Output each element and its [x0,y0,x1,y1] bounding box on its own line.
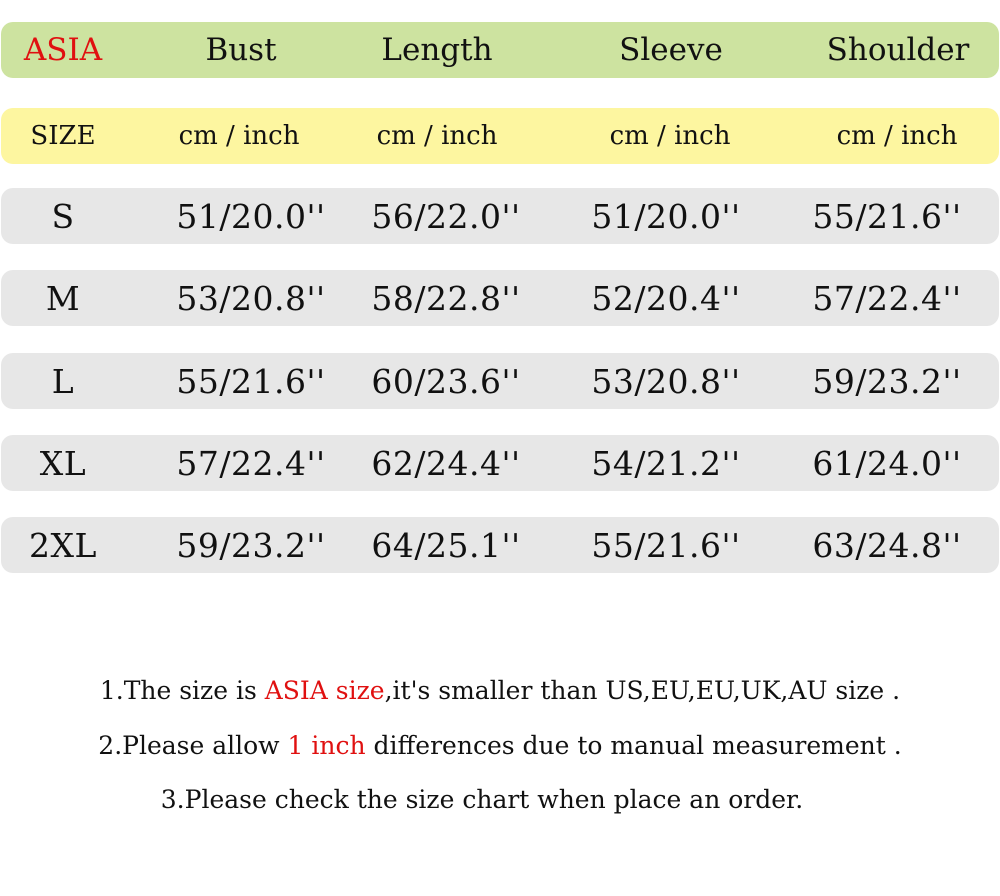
note-highlight: ASIA size [264,676,385,705]
value-cell: 54/21.2'' [591,443,741,483]
value-cell: 61/24.0'' [812,443,962,483]
unit-label: cm / inch [836,121,958,151]
value-cell: 55/21.6'' [176,361,326,401]
region-label: ASIA [23,32,103,68]
value-cell: 53/20.8'' [176,278,326,318]
column-sleeve: Sleeve [619,32,723,68]
units-row: SIZE cm / inch cm / inch cm / inch cm / … [1,108,999,164]
unit-label: cm / inch [609,121,731,151]
header-row: ASIA Bust Length Sleeve Shoulder [1,22,999,78]
note-text: 2.Please allow [98,731,288,760]
column-bust: Bust [205,32,277,68]
size-cell: M [45,278,81,318]
note-text: differences due to manual measurement . [365,731,902,760]
unit-label: cm / inch [376,121,498,151]
note-text: 3.Please check the size chart when place… [160,785,804,814]
value-cell: 52/20.4'' [591,278,741,318]
column-shoulder: Shoulder [826,32,970,68]
note-text: ,it's smaller than US,EU,EU,UK,AU size . [384,676,901,705]
value-cell: 63/24.8'' [812,525,962,565]
table-row: S 51/20.0'' 56/22.0'' 51/20.0'' 55/21.6'' [1,188,999,244]
value-cell: 51/20.0'' [591,196,741,236]
note-text: 1.The size is [99,676,265,705]
value-cell: 58/22.8'' [371,278,521,318]
note-highlight: 1 inch [287,731,366,760]
table-row: L 55/21.6'' 60/23.6'' 53/20.8'' 59/23.2'' [1,353,999,409]
size-cell: L [51,361,75,401]
value-cell: 59/23.2'' [176,525,326,565]
table-row: 2XL 59/23.2'' 64/25.1'' 55/21.6'' 63/24.8'' [1,517,999,573]
value-cell: 51/20.0'' [176,196,326,236]
note-line: 3.Please check the size chart when place… [0,785,982,814]
table-row: XL 57/22.4'' 62/24.4'' 54/21.2'' 61/24.0'' [1,435,999,491]
value-cell: 62/24.4'' [371,443,521,483]
note-line: 2.Please allow 1 inch differences due to… [0,731,1000,760]
size-cell: XL [39,443,87,483]
size-cell: S [51,196,75,236]
size-cell: 2XL [29,525,97,565]
value-cell: 55/21.6'' [812,196,962,236]
value-cell: 59/23.2'' [812,361,962,401]
column-length: Length [381,32,493,68]
value-cell: 56/22.0'' [371,196,521,236]
value-cell: 57/22.4'' [176,443,326,483]
value-cell: 64/25.1'' [371,525,521,565]
note-line: 1.The size is ASIA size,it's smaller tha… [0,676,1000,705]
value-cell: 53/20.8'' [591,361,741,401]
unit-label: cm / inch [178,121,300,151]
table-row: M 53/20.8'' 58/22.8'' 52/20.4'' 57/22.4'' [1,270,999,326]
value-cell: 55/21.6'' [591,525,741,565]
value-cell: 60/23.6'' [371,361,521,401]
value-cell: 57/22.4'' [812,278,962,318]
size-label: SIZE [30,121,96,151]
